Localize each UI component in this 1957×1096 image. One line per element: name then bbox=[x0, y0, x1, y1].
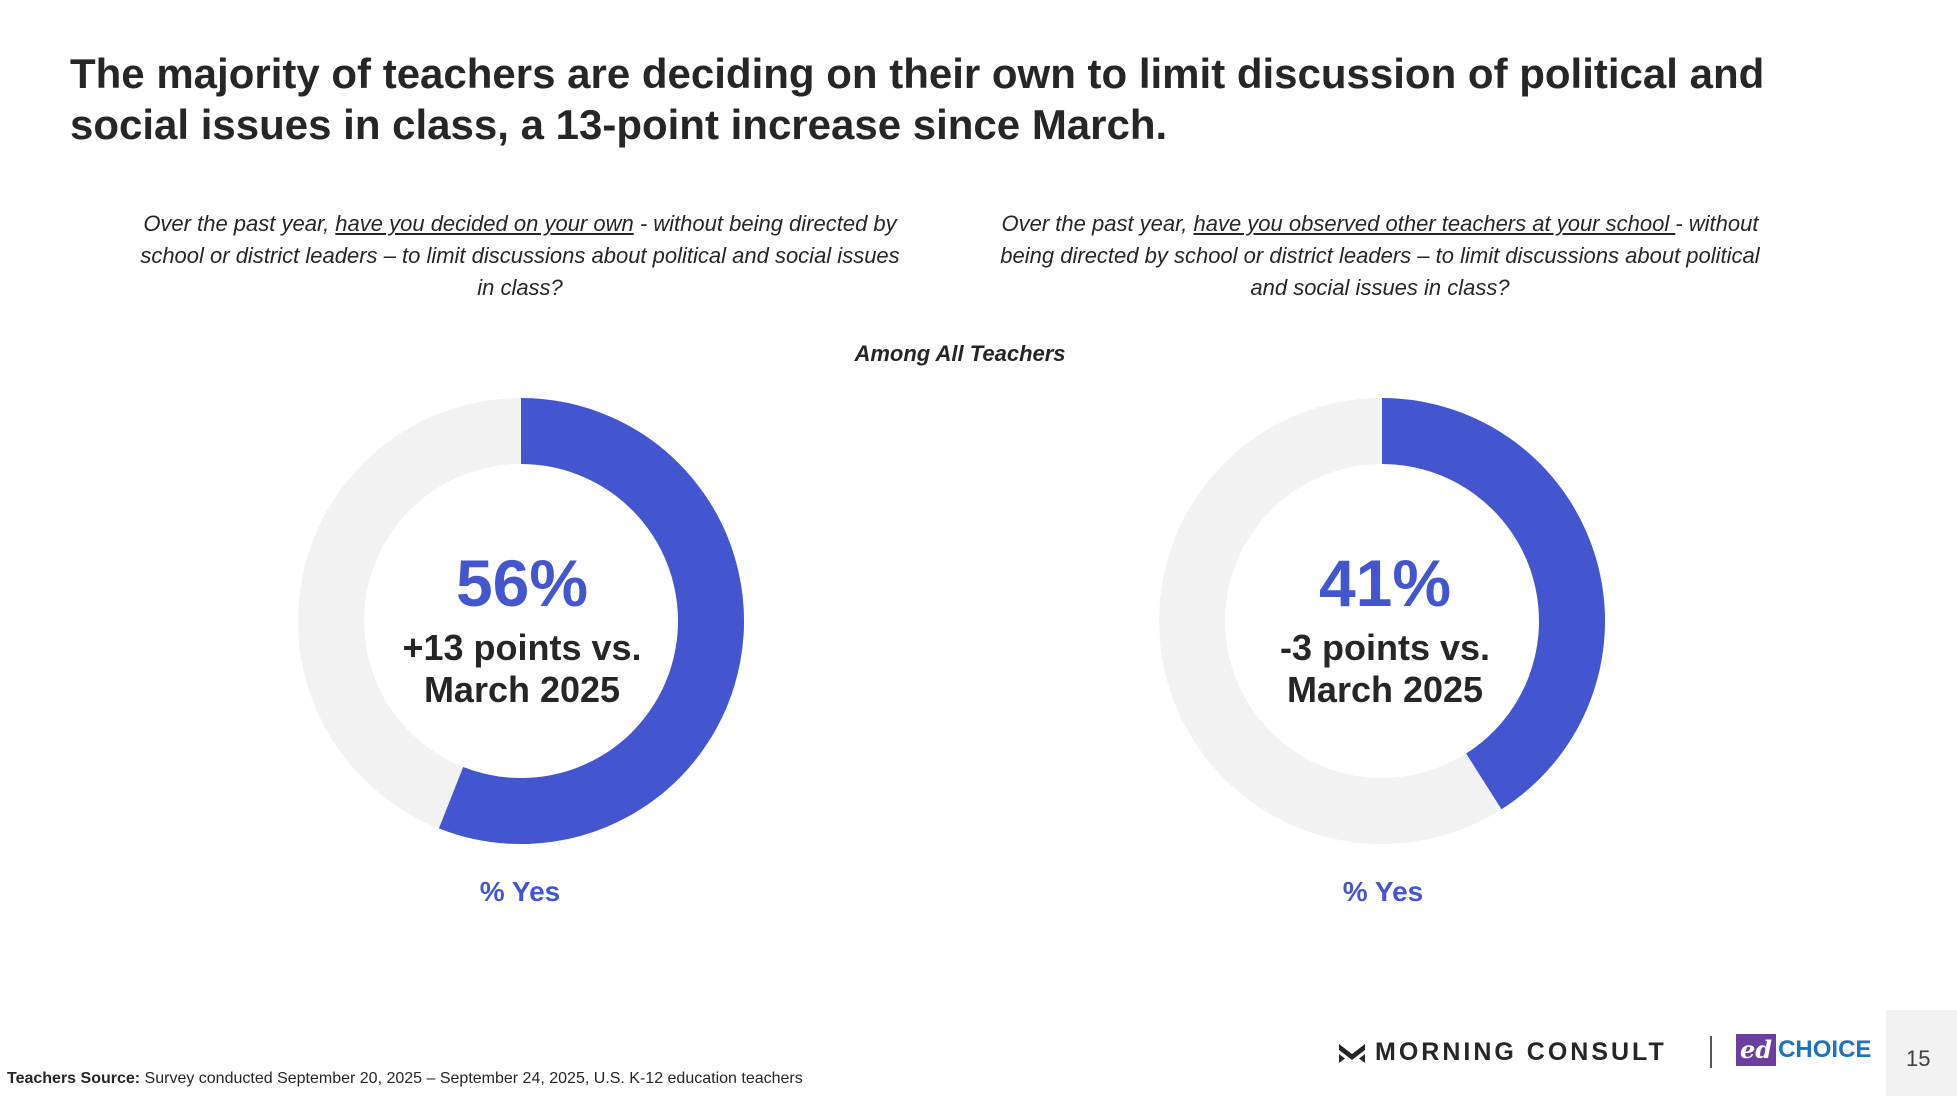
donut-chart-decided-own bbox=[298, 398, 744, 844]
change-line-1: -3 points vs. bbox=[1279, 627, 1491, 668]
donut-center-left: 56% +13 points vs. March 2025 bbox=[362, 545, 682, 711]
page-number-box bbox=[1886, 1010, 1957, 1096]
logo-divider bbox=[1710, 1036, 1712, 1068]
edchoice-choice: CHOICE bbox=[1778, 1036, 1872, 1063]
source-text: Survey conducted September 20, 2025 – Se… bbox=[140, 1070, 803, 1087]
question-left-underlined: have you decided on your own bbox=[335, 211, 634, 236]
question-right-pre: Over the past year, bbox=[1001, 211, 1194, 236]
page-number: 15 bbox=[1906, 1046, 1931, 1071]
source-footnote: Teachers Source: Survey conducted Septem… bbox=[7, 1070, 803, 1088]
edchoice-ed: ed bbox=[1736, 1034, 1777, 1066]
change-line-1: +13 points vs. bbox=[402, 627, 642, 668]
source-label: Teachers Source: bbox=[7, 1070, 141, 1087]
slide-title: The majority of teachers are deciding on… bbox=[70, 50, 1765, 148]
center-value: 56% bbox=[455, 546, 589, 620]
question-left: Over the past year, have you decided on … bbox=[140, 208, 900, 304]
among-all-teachers-label: Among All Teachers bbox=[854, 341, 1066, 366]
change-line-2: March 2025 bbox=[1286, 669, 1484, 710]
donut-chart-observed-others bbox=[1159, 398, 1605, 844]
question-right: Over the past year, have you observed ot… bbox=[1000, 208, 1760, 304]
morning-consult-text: MORNING CONSULT bbox=[1375, 1038, 1667, 1066]
center-value: 41% bbox=[1318, 546, 1452, 620]
morning-consult-logo: MORNING CONSULT bbox=[1337, 1038, 1667, 1067]
yes-label-left: % Yes bbox=[479, 876, 561, 907]
question-left-pre: Over the past year, bbox=[143, 211, 336, 236]
m-chevron-icon bbox=[1339, 1043, 1365, 1063]
donut-slice-yes bbox=[438, 398, 744, 844]
yes-label-right: % Yes bbox=[1342, 876, 1424, 907]
question-right-underlined: have you observed other teachers at your… bbox=[1193, 211, 1676, 236]
edchoice-logo: ed CHOICE bbox=[1736, 1034, 1871, 1066]
change-line-2: March 2025 bbox=[423, 669, 621, 710]
question-left-post: - without being directed by school or di… bbox=[140, 211, 900, 300]
question-right-post: - without being directed by school or di… bbox=[1000, 211, 1760, 300]
donut-center-right: 41% -3 points vs. March 2025 bbox=[1225, 545, 1545, 711]
donut-slice-yes bbox=[1381, 398, 1605, 810]
